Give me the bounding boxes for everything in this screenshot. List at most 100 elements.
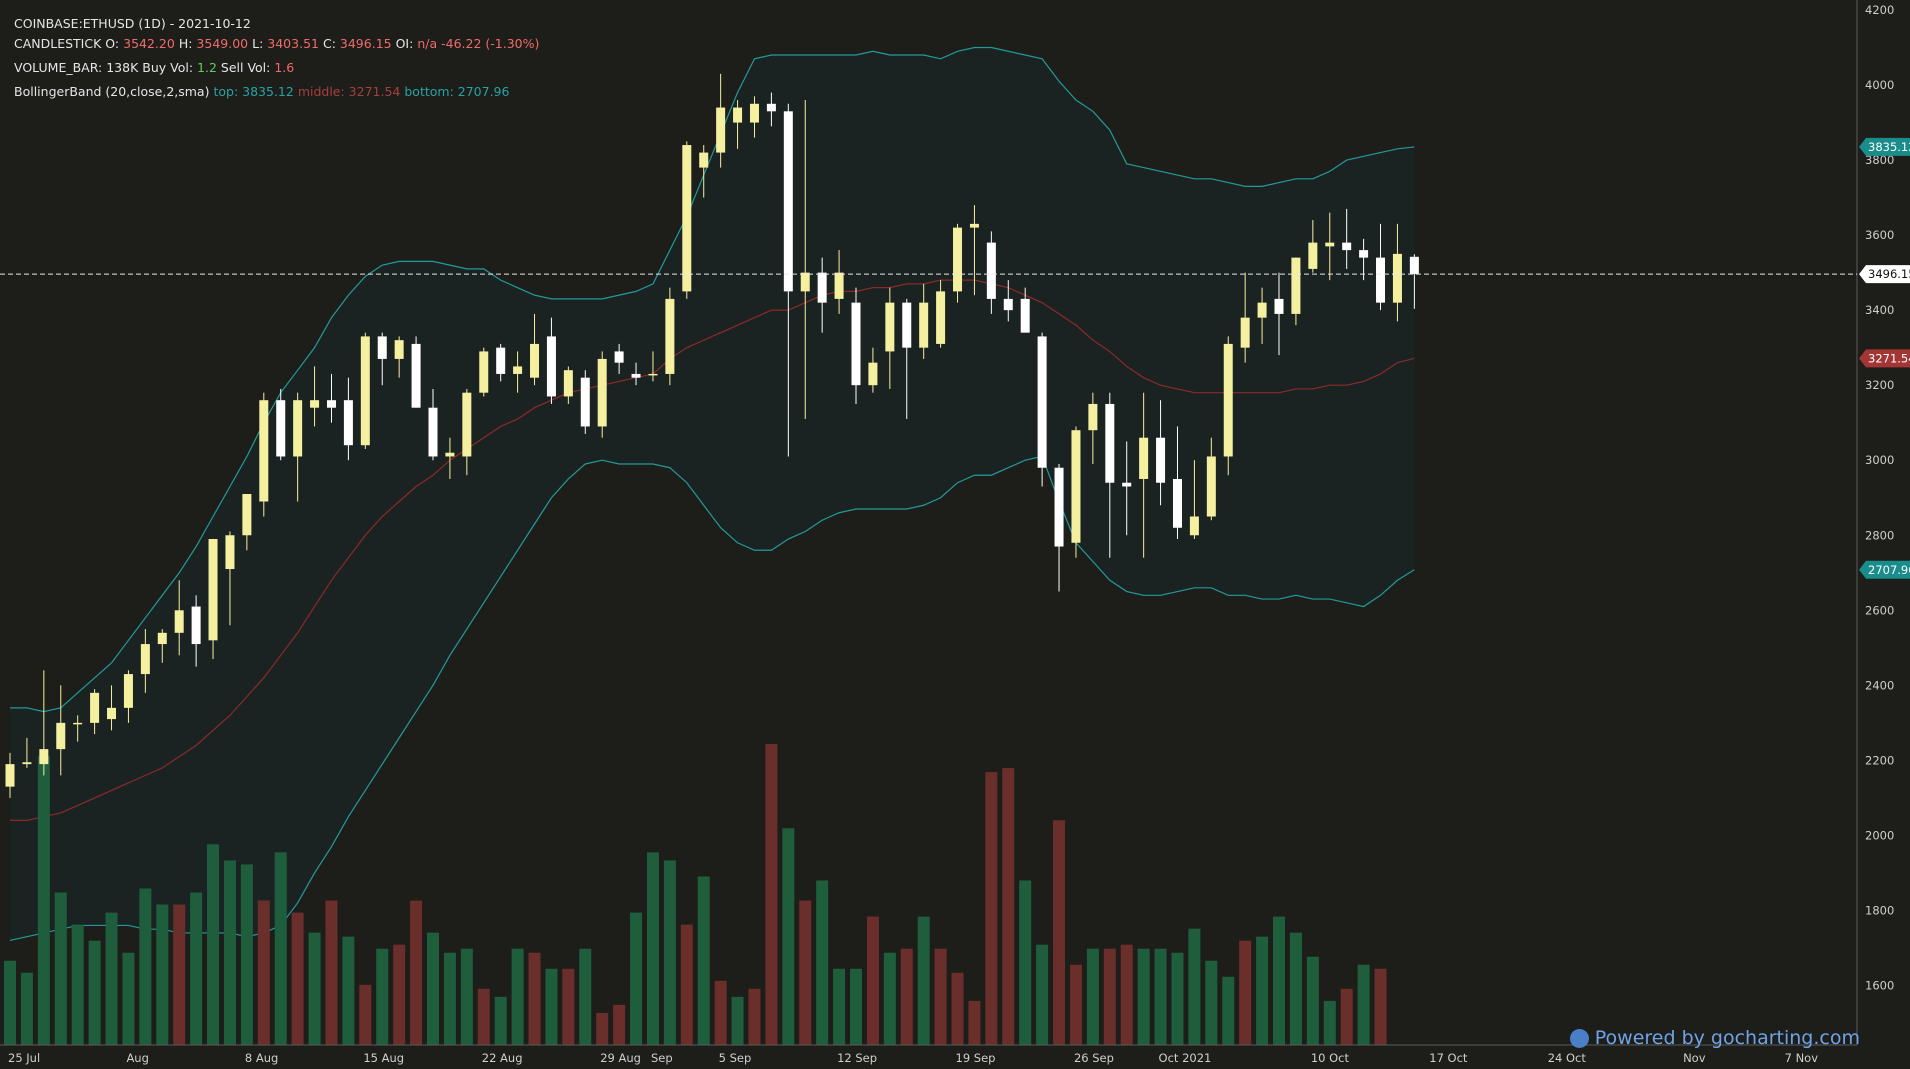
candle xyxy=(716,73,726,168)
open-label: O: xyxy=(105,36,120,51)
symbol-title: COINBASE:ETHUSD (1D) - 2021-10-12 xyxy=(14,16,251,31)
buy-vol-label: Buy Vol: xyxy=(142,60,194,75)
candle-body xyxy=(411,343,421,408)
x-tick-label: 10 Oct xyxy=(1311,1051,1350,1065)
oi-label: OI: xyxy=(395,36,414,51)
candle xyxy=(1342,208,1352,269)
candle xyxy=(123,670,133,723)
candle-body xyxy=(1257,302,1267,318)
volume-bar xyxy=(613,1004,626,1045)
candle xyxy=(225,531,235,626)
candle xyxy=(902,298,912,419)
candle xyxy=(259,392,269,517)
candle xyxy=(157,629,167,663)
bb-top-value: top: 3835.12 xyxy=(213,84,294,99)
candle-body xyxy=(1139,437,1149,479)
candle xyxy=(766,92,776,127)
volume-bar xyxy=(37,756,50,1045)
candle xyxy=(293,392,303,502)
candle-body xyxy=(530,343,540,378)
candle-body xyxy=(1206,456,1216,517)
volume-bar xyxy=(223,860,236,1045)
candle xyxy=(191,595,201,667)
bb-label: BollingerBand (20,close,2,sma) xyxy=(14,84,210,99)
axis-layer xyxy=(0,0,1858,1046)
volume-bar xyxy=(376,948,389,1045)
candle-body xyxy=(73,722,83,725)
volume-bar xyxy=(88,940,101,1045)
volume-bar xyxy=(765,744,778,1045)
x-tick-label: 12 Sep xyxy=(837,1051,877,1065)
candle-body xyxy=(749,103,759,123)
candle-body xyxy=(1105,403,1115,483)
candle xyxy=(1139,392,1149,558)
candle xyxy=(563,366,573,404)
candle xyxy=(394,336,404,378)
y-tick-label: 3000 xyxy=(1865,453,1894,467)
volume-bar xyxy=(866,916,879,1045)
candle xyxy=(479,347,489,397)
price-tag-band_top: 3835.12 xyxy=(1859,137,1910,156)
candle xyxy=(1409,254,1419,309)
candle xyxy=(800,100,810,419)
candle-body xyxy=(293,400,303,457)
candle-body xyxy=(834,272,844,299)
candle-body xyxy=(766,103,776,112)
candle xyxy=(885,287,895,389)
candle xyxy=(513,351,523,393)
legend-volume-row: VOLUME_BAR: 138K Buy Vol: 1.2 Sell Vol: … xyxy=(14,56,539,80)
volume-bar xyxy=(274,852,287,1045)
candle xyxy=(1071,426,1081,558)
volume-bar xyxy=(663,860,676,1045)
volume-bar xyxy=(714,980,727,1045)
candle-body xyxy=(225,535,235,570)
candle-body xyxy=(580,377,590,427)
volume-bar xyxy=(308,932,321,1045)
candle xyxy=(868,347,878,393)
volume-bar xyxy=(1086,948,1099,1045)
candle xyxy=(1020,287,1030,333)
volume-bar xyxy=(630,912,643,1045)
volume-bar xyxy=(4,960,16,1045)
candle xyxy=(107,685,117,731)
candle-body xyxy=(479,351,489,393)
volume-bar xyxy=(54,892,67,1045)
candle-body xyxy=(699,152,709,168)
candle-body xyxy=(563,370,573,397)
candle-body xyxy=(242,493,252,536)
powered-by-link[interactable]: Powered by gocharting.com xyxy=(1569,1027,1860,1049)
candle xyxy=(953,223,963,303)
change-percent: (-1.30%) xyxy=(485,36,540,51)
candle xyxy=(1308,220,1318,273)
candle xyxy=(530,313,540,386)
candle-body xyxy=(1359,250,1369,258)
candle-body xyxy=(716,107,726,153)
low-value: 3403.51 xyxy=(267,36,319,51)
volume-bar xyxy=(748,988,761,1045)
candle xyxy=(310,366,320,427)
x-tick-label: 15 Aug xyxy=(363,1051,404,1065)
candle xyxy=(919,283,929,359)
candle-body xyxy=(496,347,506,374)
candle-body xyxy=(1274,298,1284,314)
candle-body xyxy=(783,111,793,292)
volume-bar xyxy=(951,972,964,1045)
candle-body xyxy=(343,400,353,446)
volume-bar xyxy=(410,900,423,1045)
candle xyxy=(174,580,184,656)
candle-body xyxy=(969,223,979,228)
candle xyxy=(1240,272,1250,363)
candle xyxy=(1359,238,1369,281)
candle xyxy=(39,670,49,776)
candle xyxy=(1088,392,1098,464)
close-label: C: xyxy=(322,36,336,51)
candle xyxy=(208,539,218,660)
legend-candle-row: CANDLESTICK O: 3542.20 H: 3549.00 L: 340… xyxy=(14,32,539,56)
price-tag-label: 2707.96 xyxy=(1868,563,1910,577)
candle-body xyxy=(868,362,878,386)
volume-bar xyxy=(207,844,220,1045)
volume-bar xyxy=(528,952,541,1045)
bb-middle-value: middle: 3271.54 xyxy=(297,84,401,99)
volume-bar xyxy=(156,904,169,1045)
